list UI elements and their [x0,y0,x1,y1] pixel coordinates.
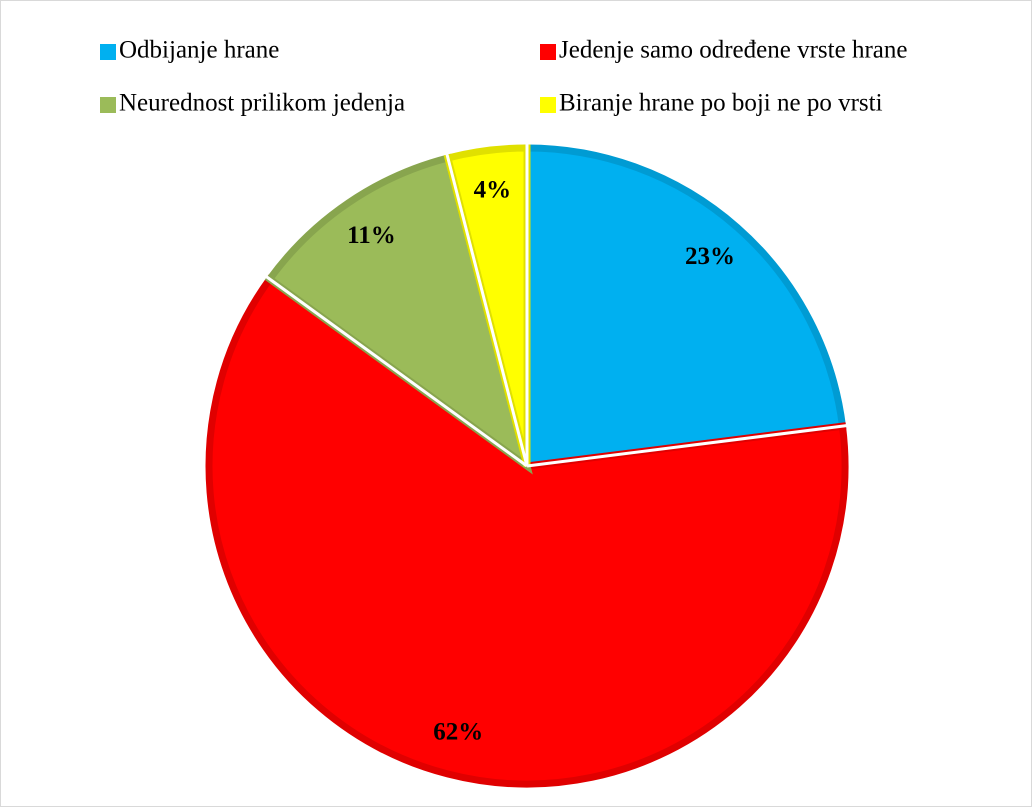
data-label: 4% [474,176,512,203]
legend-label: Neurednost prilikom jedenja [119,90,405,117]
legend-swatch [540,44,556,60]
pie-slice [264,153,533,475]
data-label: 62% [433,719,483,746]
legend-swatch [100,44,116,60]
data-label: 23% [685,243,735,270]
pie-slice [205,274,849,788]
slice-separator [265,275,528,468]
legend-label: Biranje hrane po boji ne po vrsti [559,90,883,117]
legend-swatch [100,97,116,113]
legend-label: Jedenje samo određene vrste hrane [559,37,907,64]
slice-separator [445,153,529,467]
slice-separator [526,424,847,468]
data-label: 11% [347,222,396,249]
pie-slice [523,144,847,470]
legend-swatch [540,97,556,113]
legend-label: Odbijanje hrane [119,37,279,64]
